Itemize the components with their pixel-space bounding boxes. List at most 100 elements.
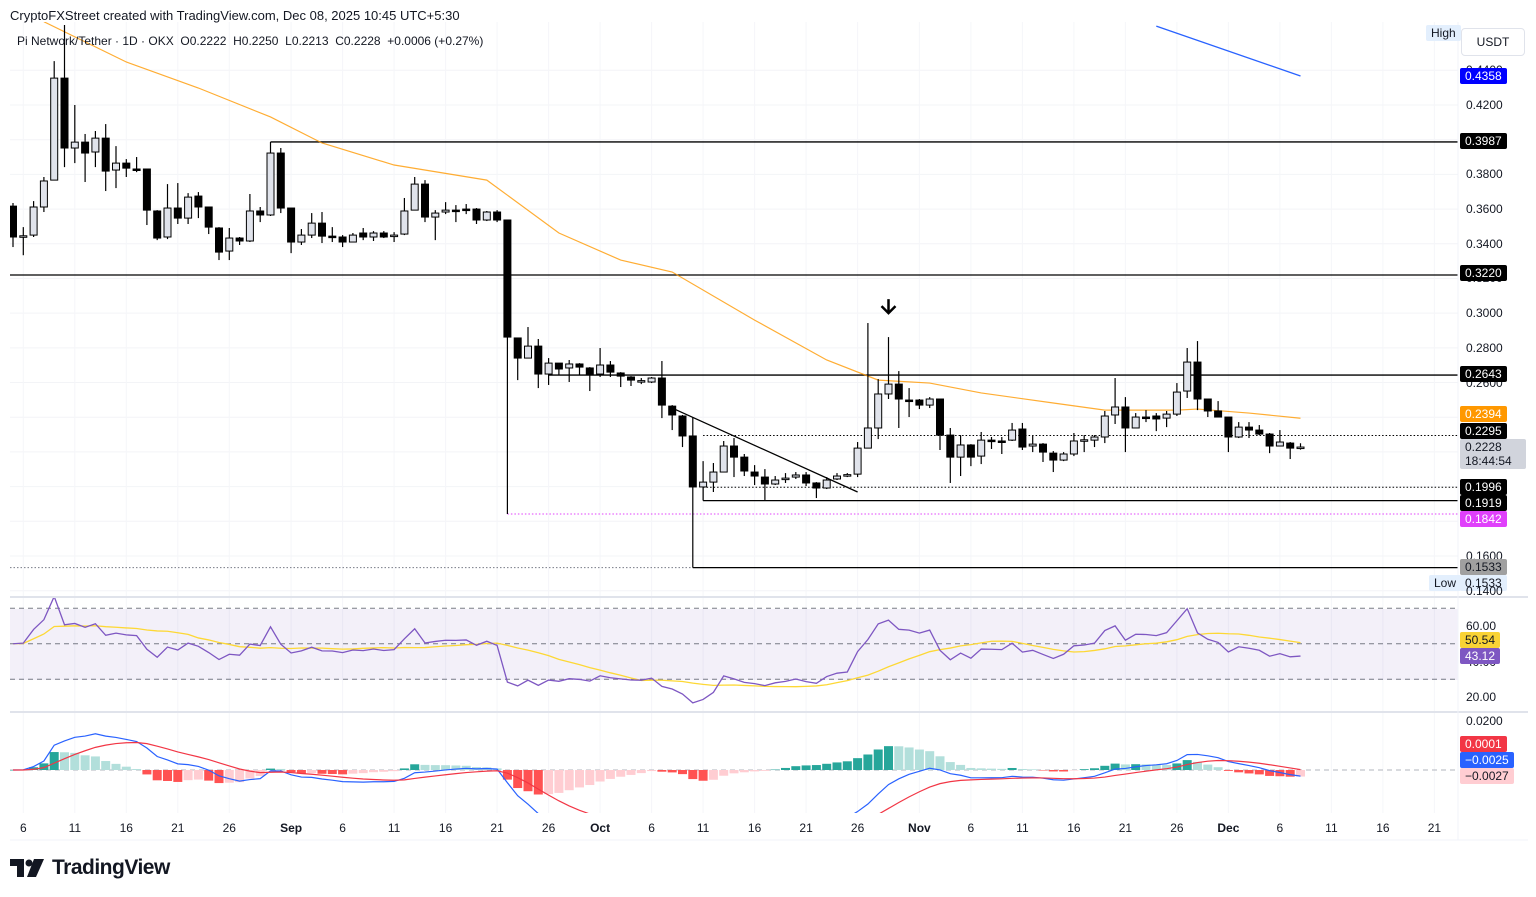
candle-body: [359, 232, 368, 238]
macd-histogram-bar: [822, 763, 832, 770]
macd-histogram-bar: [1048, 770, 1058, 772]
candle-body: [400, 210, 409, 235]
macd-histogram-bar: [904, 747, 914, 770]
candle: [410, 176, 419, 211]
candle-body: [462, 208, 471, 212]
macd-histogram-bar: [132, 769, 142, 770]
candle: [1265, 433, 1274, 454]
time-tick: 6: [19, 821, 27, 835]
candle: [287, 207, 296, 254]
trendline: [1156, 25, 1301, 77]
candle: [740, 454, 749, 477]
candle: [1069, 433, 1078, 457]
candle-body: [184, 196, 193, 219]
macd-histogram-bar: [585, 770, 595, 786]
candle-body: [1162, 413, 1171, 419]
candle-body: [884, 383, 893, 395]
macd-histogram-bar: [193, 770, 203, 780]
price-badge-value: 0.3987: [1465, 134, 1502, 148]
candle: [688, 417, 697, 568]
candle: [441, 202, 450, 215]
price-badge-value: 0.2295: [1465, 424, 1502, 438]
candle-body: [1111, 406, 1120, 416]
candle: [544, 358, 553, 385]
rsi-ma-line: [12, 625, 1301, 688]
tradingview-logo-icon: [10, 859, 44, 877]
candle: [39, 176, 48, 213]
macd-histogram-bar: [49, 752, 59, 770]
macd-histogram-bar: [781, 767, 790, 770]
macd-histogram-bar: [502, 770, 512, 780]
candle-body: [1224, 416, 1233, 438]
macd-line: [12, 733, 1301, 813]
macd-histogram-bar: [1151, 764, 1161, 770]
candle: [451, 205, 460, 223]
candle-body: [966, 444, 975, 458]
time-tick: 16: [1067, 821, 1081, 835]
candle: [204, 206, 213, 235]
price-badge: 0.3220: [1460, 265, 1507, 281]
candle: [431, 210, 440, 241]
candle-body: [874, 393, 883, 429]
candle-body: [1131, 416, 1140, 429]
candle-body: [575, 363, 584, 368]
macd-tick: 0.0200: [1466, 714, 1503, 728]
candle-body: [245, 210, 254, 242]
macd-histogram-bar: [760, 770, 770, 771]
candle-body: [719, 445, 728, 473]
candle: [977, 431, 986, 465]
candle-body: [10, 205, 17, 238]
candle: [70, 105, 79, 164]
time-tick: 21: [1118, 821, 1133, 835]
candle: [524, 327, 532, 359]
macd-histogram-bar: [956, 764, 966, 770]
macd-histogram-bar: [1079, 769, 1089, 770]
candle-body: [39, 180, 48, 208]
candle: [348, 233, 357, 243]
price-badge: 0.1996: [1460, 479, 1507, 495]
candle: [1234, 422, 1243, 439]
candle-body: [410, 183, 419, 211]
ohlc-high: H0.2250: [233, 34, 279, 48]
tradingview-logo[interactable]: TradingView: [10, 856, 170, 880]
candle-body: [565, 363, 574, 369]
price-badge-value: 0.2643: [1465, 367, 1502, 381]
macd-histogram-bar: [70, 752, 80, 770]
rsi-tick: 60.00: [1466, 619, 1497, 633]
candle-body: [730, 445, 738, 458]
candle: [503, 219, 512, 515]
candle-body: [1080, 439, 1089, 442]
candle-body: [1286, 442, 1295, 449]
time-tick: 11: [1325, 821, 1338, 835]
candle: [627, 376, 635, 387]
macd-histogram-bar: [554, 770, 564, 793]
candle-body: [905, 399, 914, 403]
bar-countdown: 18:44:54: [1465, 454, 1512, 468]
macd-histogram-bar: [1223, 770, 1233, 771]
candle-body: [1039, 443, 1047, 453]
macd-histogram-bar: [183, 770, 193, 781]
candle-body: [1028, 443, 1037, 447]
candle: [297, 229, 306, 245]
macd-pane: [10, 733, 1458, 813]
currency-button[interactable]: USDT: [1461, 28, 1525, 56]
candle-body: [925, 398, 934, 406]
macd-histogram-bar: [307, 770, 317, 774]
macd-histogram-bar: [90, 756, 100, 770]
candle-body: [318, 222, 326, 237]
symbol-name[interactable]: Pi Network/Tether · 1D · OKX: [17, 34, 174, 48]
low-tag: Low: [1429, 575, 1462, 591]
candle: [647, 376, 656, 384]
macd-histogram-bar: [1244, 770, 1254, 774]
ohlc-low: L0.2213: [285, 34, 329, 48]
time-tick: 6: [648, 821, 655, 835]
candle: [493, 210, 502, 223]
candle: [997, 437, 1006, 455]
macd-histogram-bar: [1069, 770, 1079, 771]
candle: [637, 378, 646, 385]
candle-body: [1059, 453, 1068, 461]
macd-histogram-bar: [29, 767, 39, 770]
macd-histogram-bar: [1120, 764, 1130, 770]
candle-body: [142, 168, 151, 211]
